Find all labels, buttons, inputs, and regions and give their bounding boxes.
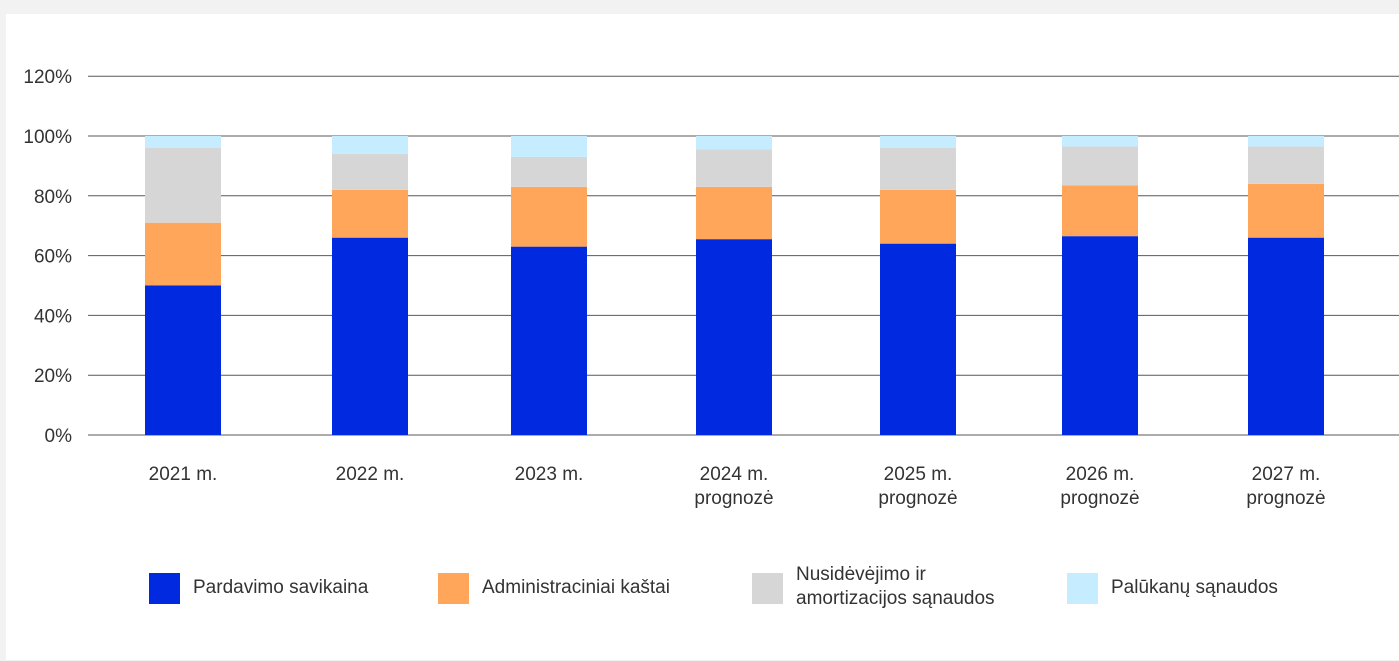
bar-segment-series-3-category-7	[1248, 146, 1324, 184]
x-category-label: 2022 m.	[336, 464, 405, 485]
y-tick-label: 60%	[34, 247, 72, 268]
bar-segment-series-2-category-1	[145, 222, 221, 286]
chart-frame: 0% 20% 40% 60% 80% 100% 120% 2021 m. 2022 m. 202…	[6, 14, 1399, 660]
bar-segment-series-1-category-3	[511, 246, 587, 435]
y-tick-label: 0%	[45, 426, 73, 447]
bar-segment-series-2-category-6	[1062, 185, 1138, 237]
bar-segment-series-1-category-4	[696, 239, 772, 435]
y-tick-label: 100%	[23, 127, 72, 148]
x-category-label: 2026 m. prognozė	[1060, 464, 1139, 509]
bar-segment-series-3-category-2	[332, 153, 408, 190]
bar-segment-series-1-category-6	[1062, 236, 1138, 435]
legend-item-1: Pardavimo savikaina	[149, 573, 369, 604]
bar-segment-series-3-category-1	[145, 147, 221, 223]
legend-swatch	[1067, 573, 1098, 604]
legend-item-4: Palūkanų sąnaudos	[1067, 573, 1278, 604]
x-category-label: 2025 m. prognozė	[878, 464, 957, 509]
legend-swatch	[149, 573, 180, 604]
x-category-label: 2024 m. prognozė	[694, 464, 773, 509]
bar-segment-series-1-category-5	[880, 243, 956, 435]
bar-segment-series-3-category-5	[880, 147, 956, 190]
bar-segment-series-2-category-5	[880, 189, 956, 244]
legend-label: Administraciniai kaštai	[482, 577, 670, 598]
y-tick-label: 80%	[34, 187, 72, 208]
bar-segment-series-4-category-6	[1062, 136, 1138, 147]
bar-segment-series-4-category-7	[1248, 136, 1324, 147]
legend-label: Pardavimo savikaina	[193, 577, 369, 598]
x-category-label: 2021 m.	[149, 464, 218, 485]
bar-segment-series-4-category-5	[880, 136, 956, 148]
y-tick-label: 120%	[23, 67, 72, 88]
bar-segment-series-2-category-2	[332, 189, 408, 238]
bar-segment-series-4-category-2	[332, 136, 408, 154]
bar-segment-series-4-category-3	[511, 136, 587, 157]
bar-segment-series-1-category-2	[332, 237, 408, 435]
bar-segment-series-3-category-6	[1062, 146, 1138, 186]
x-axis-category-labels: 2021 m. 2022 m. 2023 m. 2024 m. prognozė 2025…	[149, 464, 1326, 509]
bar-segment-series-3-category-4	[696, 149, 772, 187]
y-axis-tick-labels: 0% 20% 40% 60% 80% 100% 120%	[23, 67, 72, 447]
legend-item-3: Nusidėvėjimo ir amortizacijos sąnaudos	[752, 564, 995, 609]
bar-segment-series-1-category-1	[145, 285, 221, 435]
bar-segment-series-4-category-4	[696, 136, 772, 150]
legend-label: Nusidėvėjimo ir amortizacijos sąnaudos	[796, 564, 995, 609]
x-category-label: 2027 m. prognozė	[1246, 464, 1325, 509]
bar-segment-series-1-category-7	[1248, 237, 1324, 435]
bar-segment-series-2-category-7	[1248, 183, 1324, 238]
bar-segment-series-2-category-3	[511, 186, 587, 247]
stacked-bar-chart: 0%20%40%60%80%100%120% 2021 m. 2022 m. 202…	[23, 67, 1399, 609]
legend-label: Palūkanų sąnaudos	[1111, 577, 1278, 598]
y-tick-label: 40%	[34, 306, 72, 327]
bar-segment-series-4-category-1	[145, 136, 221, 148]
bar-segment-series-2-category-4	[696, 186, 772, 240]
legend-swatch	[752, 573, 783, 604]
bar-segment-series-3-category-3	[511, 156, 587, 187]
legend: Pardavimo savikaina Administraciniai kašt…	[149, 564, 1278, 609]
x-category-label: 2023 m.	[515, 464, 584, 485]
bars	[145, 136, 1324, 435]
y-tick-label: 20%	[34, 366, 72, 387]
legend-item-2: Administraciniai kaštai	[438, 573, 670, 604]
legend-swatch	[438, 573, 469, 604]
